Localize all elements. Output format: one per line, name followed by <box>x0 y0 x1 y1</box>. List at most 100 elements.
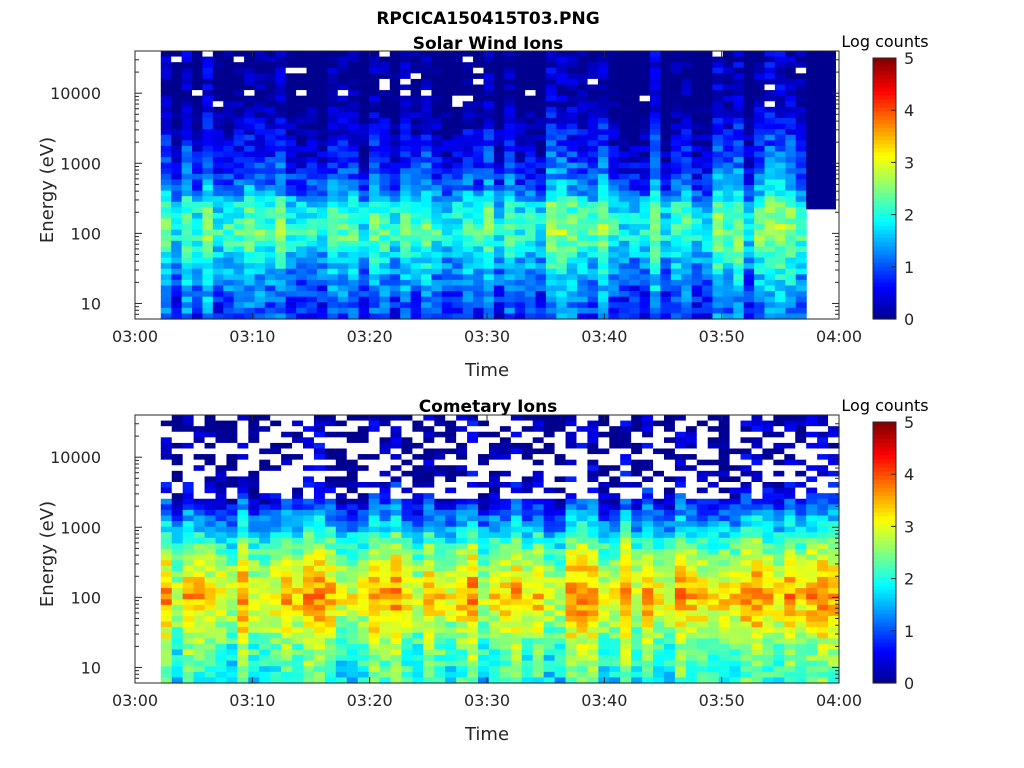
heatmap-cell <box>733 123 745 130</box>
heatmap-cell <box>681 157 693 164</box>
heatmap-cell <box>244 263 256 270</box>
heatmap-cell <box>483 140 495 147</box>
heatmap-cell <box>215 465 228 472</box>
heatmap-cell <box>754 218 766 225</box>
heatmap-cell <box>348 207 360 214</box>
heatmap-cell <box>743 285 755 292</box>
heatmap-cell <box>565 482 578 489</box>
heatmap-cell <box>514 240 526 248</box>
heatmap-cell <box>412 420 424 427</box>
heatmap-cell <box>270 549 282 556</box>
heatmap-cell <box>467 448 479 455</box>
heatmap-cell <box>202 134 214 141</box>
heatmap-cell <box>566 224 578 231</box>
heatmap-cell <box>306 201 318 208</box>
heatmap-cell <box>597 229 609 236</box>
heatmap-cell <box>722 291 734 298</box>
heatmap-cell <box>270 470 282 478</box>
heatmap-cell <box>401 487 413 494</box>
heatmap-cell <box>543 571 556 578</box>
heatmap-cell <box>204 426 217 433</box>
heatmap-cell <box>754 307 766 315</box>
heatmap-cell <box>774 263 786 270</box>
heatmap-cell <box>733 246 745 253</box>
heatmap-cell <box>639 252 651 259</box>
heatmap-cell <box>452 307 464 315</box>
heatmap-cell <box>434 554 446 561</box>
heatmap-cell <box>483 218 495 225</box>
heatmap-cell <box>182 643 195 651</box>
heatmap-cell <box>357 521 370 528</box>
heatmap-cell <box>483 118 495 125</box>
heatmap-cell <box>296 246 308 253</box>
heatmap-cell <box>473 229 485 236</box>
heatmap-cell <box>456 549 468 556</box>
heatmap-cell <box>327 51 339 58</box>
heatmap-cell <box>316 201 328 208</box>
heatmap-cell <box>254 246 266 253</box>
heatmap-cell <box>795 157 807 164</box>
heatmap-cell <box>478 454 490 461</box>
heatmap-cell <box>237 482 249 489</box>
heatmap-cell <box>348 252 360 259</box>
heatmap-cell <box>597 207 609 214</box>
heatmap-cell <box>445 459 457 466</box>
heatmap-cell <box>160 90 172 97</box>
heatmap-cell <box>410 106 422 114</box>
heatmap-cell <box>160 201 172 208</box>
heatmap-cell <box>608 302 620 309</box>
heatmap-cell <box>608 274 620 281</box>
heatmap-cell <box>270 593 282 600</box>
heatmap-cell <box>306 78 318 86</box>
heatmap-cell <box>629 62 641 69</box>
heatmap-cell <box>281 442 293 450</box>
heatmap-cell <box>650 118 662 125</box>
heatmap-cell <box>412 576 424 584</box>
heatmap-cell <box>691 207 703 214</box>
heatmap-cell <box>681 263 693 270</box>
heatmap-cell <box>565 643 578 651</box>
heatmap-cell <box>510 632 523 639</box>
heatmap-cell <box>348 67 360 74</box>
heatmap-cell <box>259 571 271 578</box>
heatmap-cell <box>462 252 474 259</box>
heatmap-cell <box>462 296 474 303</box>
heatmap-cell <box>473 212 485 220</box>
heatmap-cell <box>389 268 401 275</box>
heatmap-cell <box>543 437 556 444</box>
heatmap-cell <box>733 252 745 259</box>
heatmap-cell <box>478 638 490 645</box>
heatmap-cell <box>543 655 556 662</box>
heatmap-cell <box>303 671 315 679</box>
heatmap-cell <box>181 218 193 225</box>
heatmap-cell <box>368 554 381 561</box>
heatmap-cell <box>535 129 547 136</box>
heatmap-cell <box>712 246 724 253</box>
heatmap-cell <box>348 291 360 298</box>
heatmap-cell <box>452 240 464 248</box>
heatmap-cell <box>445 643 457 651</box>
heatmap-cell <box>171 95 183 102</box>
heatmap-cell <box>478 627 490 634</box>
heatmap-cell <box>316 78 328 86</box>
heatmap-cell <box>785 123 797 130</box>
heatmap-cell <box>358 179 370 186</box>
heatmap-cell <box>204 604 217 612</box>
heatmap-cell <box>275 274 287 281</box>
heatmap-cell <box>554 649 567 656</box>
heatmap-cell <box>254 73 266 80</box>
heatmap-cell <box>226 415 238 422</box>
heatmap-cell <box>346 655 359 662</box>
heatmap-cell <box>181 145 193 153</box>
heatmap-cell <box>389 101 401 108</box>
heatmap-cell <box>754 201 766 208</box>
heatmap-cell <box>160 638 173 645</box>
heatmap-cell <box>608 90 620 97</box>
heatmap-cell <box>160 560 173 567</box>
heatmap-cell <box>478 616 490 623</box>
heatmap-cell <box>160 51 172 58</box>
heatmap-cell <box>160 482 173 489</box>
heatmap-cell <box>275 51 287 58</box>
heatmap-cell <box>389 263 401 270</box>
heatmap-cell <box>467 537 479 545</box>
